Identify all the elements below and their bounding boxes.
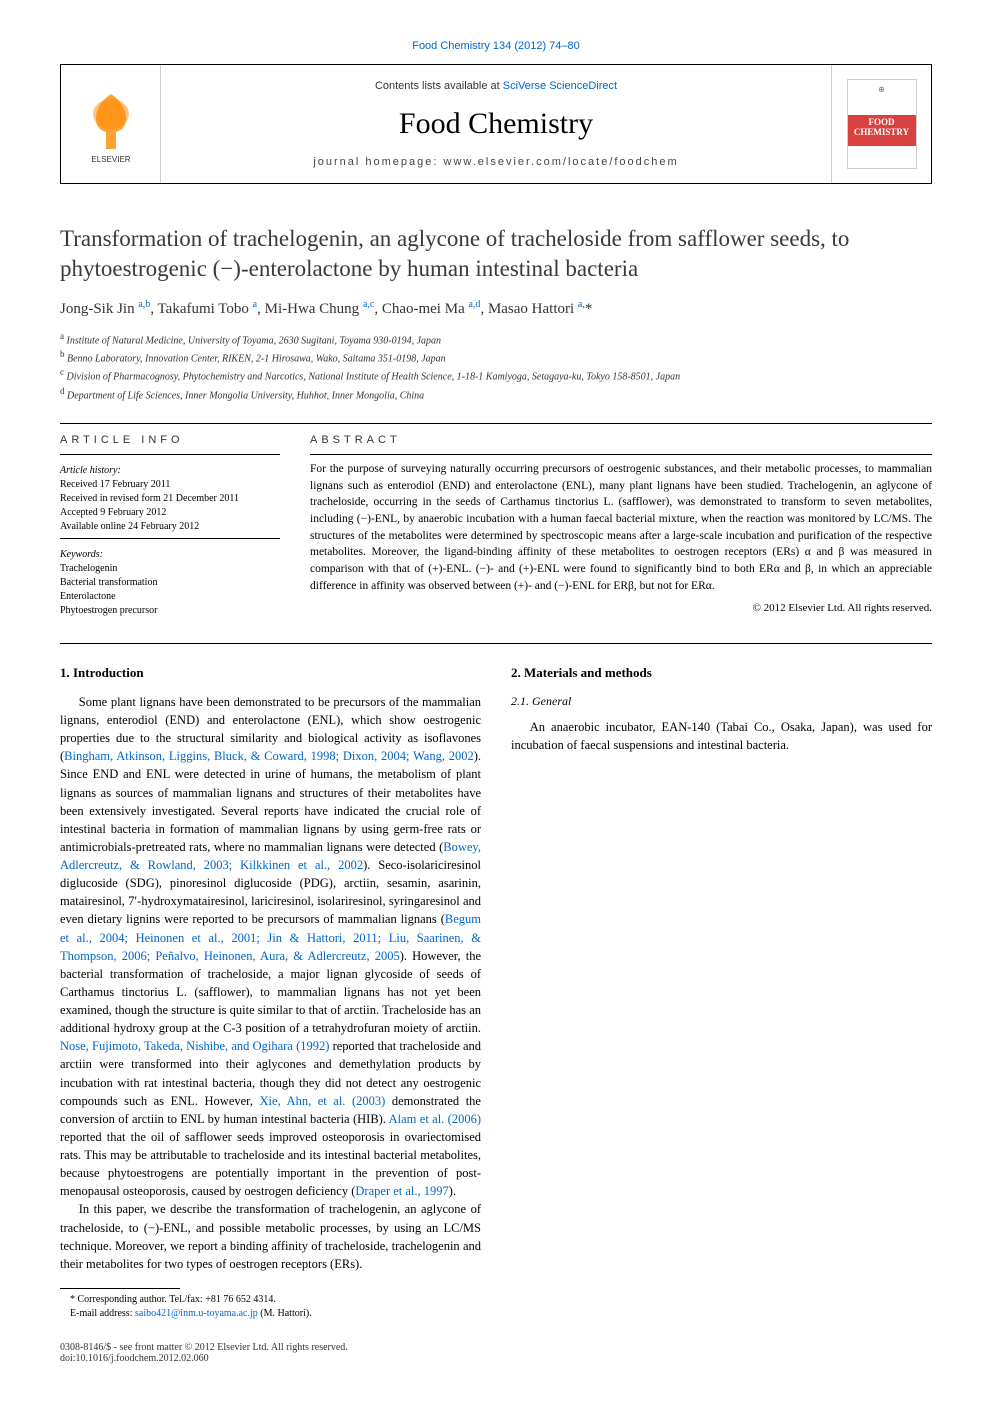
sciencedirect-link[interactable]: SciVerse ScienceDirect	[503, 80, 617, 92]
info-rule-2	[60, 538, 280, 539]
materials-methods-heading: 2. Materials and methods	[511, 664, 932, 683]
page-footer: 0308-8146/$ - see front matter © 2012 El…	[60, 1342, 932, 1364]
publisher-logo-cell: ELSEVIER	[61, 65, 161, 183]
rule-below-abstract	[60, 643, 932, 644]
homepage-prefix: journal homepage:	[313, 156, 443, 168]
doi-line: doi:10.1016/j.foodchem.2012.02.060	[60, 1353, 932, 1364]
journal-header-box: ELSEVIER Contents lists available at Sci…	[60, 64, 932, 184]
corresponding-email-link[interactable]: saibo421@inm.u-toyama.ac.jp	[135, 1308, 258, 1319]
fc-top: FOOD	[869, 117, 895, 127]
front-matter-line: 0308-8146/$ - see front matter © 2012 El…	[60, 1342, 932, 1353]
contents-prefix: Contents lists available at	[375, 80, 503, 92]
body-two-column: 1. Introduction Some plant lignans have …	[60, 654, 932, 1322]
affiliations-block: a Institute of Natural Medicine, Univers…	[60, 330, 932, 403]
citation-header: Food Chemistry 134 (2012) 74–80	[60, 40, 932, 52]
fc-logo-top-text: ⊕	[848, 85, 916, 94]
journal-name: Food Chemistry	[171, 107, 821, 141]
svg-text:ELSEVIER: ELSEVIER	[91, 155, 130, 164]
email-suffix: (M. Hattori).	[258, 1308, 312, 1319]
elsevier-tree-logo-icon: ELSEVIER	[76, 84, 146, 164]
food-chemistry-cover-icon: ⊕ FOODCHEMISTRY	[847, 79, 917, 169]
footnote-separator	[60, 1288, 180, 1289]
homepage-url: www.elsevier.com/locate/foodchem	[444, 156, 679, 168]
intro-paragraph-1: Some plant lignans have been demonstrate…	[60, 693, 481, 1201]
article-title: Transformation of trachelogenin, an agly…	[60, 224, 932, 284]
email-label: E-mail address:	[70, 1308, 135, 1319]
intro-paragraph-2: In this paper, we describe the transform…	[60, 1200, 481, 1273]
corresponding-author-footnote: * Corresponding author. Tel./fax: +81 76…	[60, 1293, 481, 1308]
abstract-rule	[310, 454, 932, 455]
general-paragraph-1: An anaerobic incubator, EAN-140 (Tabai C…	[511, 718, 932, 754]
keywords-label: Keywords:	[60, 549, 280, 560]
fc-mid: CHEMISTRY	[854, 127, 909, 137]
abstract-text: For the purpose of surveying naturally o…	[310, 461, 932, 594]
abstract-copyright: © 2012 Elsevier Ltd. All rights reserved…	[310, 602, 932, 614]
authors-line: Jong-Sik Jin a,b, Takafumi Tobo a, Mi-Hw…	[60, 299, 932, 318]
history-label: Article history:	[60, 465, 280, 476]
journal-homepage-line: journal homepage: www.elsevier.com/locat…	[171, 156, 821, 168]
header-center: Contents lists available at SciVerse Sci…	[161, 65, 831, 183]
general-subheading: 2.1. General	[511, 693, 932, 710]
email-footnote: E-mail address: saibo421@inm.u-toyama.ac…	[60, 1307, 481, 1322]
article-info-col: ARTICLE INFO Article history: Received 1…	[60, 434, 280, 618]
article-info-heading: ARTICLE INFO	[60, 434, 280, 446]
contents-lists-line: Contents lists available at SciVerse Sci…	[171, 80, 821, 92]
info-abstract-row: ARTICLE INFO Article history: Received 1…	[60, 434, 932, 618]
abstract-heading: ABSTRACT	[310, 434, 932, 446]
rule-above-info	[60, 423, 932, 424]
abstract-col: ABSTRACT For the purpose of surveying na…	[310, 434, 932, 618]
intro-heading: 1. Introduction	[60, 664, 481, 683]
journal-cover-cell: ⊕ FOODCHEMISTRY	[831, 65, 931, 183]
info-rule	[60, 454, 280, 455]
history-list: Received 17 February 2011Received in rev…	[60, 478, 280, 534]
keywords-list: TrachelogeninBacterial transformationEnt…	[60, 562, 280, 618]
